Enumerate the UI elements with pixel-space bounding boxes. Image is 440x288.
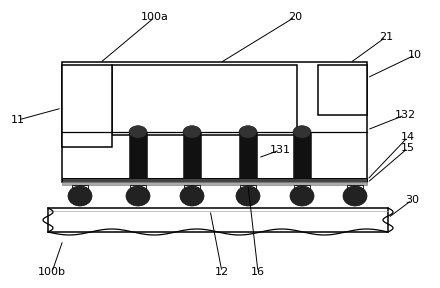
Ellipse shape <box>183 126 201 138</box>
Bar <box>72 185 88 189</box>
Text: 11: 11 <box>11 115 25 125</box>
Text: 100b: 100b <box>38 267 66 277</box>
Bar <box>184 185 200 189</box>
Bar <box>318 65 367 115</box>
Bar <box>130 185 146 189</box>
Text: 30: 30 <box>405 195 419 205</box>
Text: 12: 12 <box>215 267 229 277</box>
Bar <box>48 208 388 232</box>
Text: 14: 14 <box>401 132 415 142</box>
Text: 20: 20 <box>288 12 302 22</box>
Ellipse shape <box>293 126 311 138</box>
Text: 131: 131 <box>269 145 290 155</box>
Bar <box>62 178 367 182</box>
Bar <box>62 65 112 147</box>
Ellipse shape <box>129 126 147 138</box>
Ellipse shape <box>126 186 150 206</box>
Ellipse shape <box>239 126 257 138</box>
Text: 16: 16 <box>251 267 265 277</box>
Text: 100a: 100a <box>141 12 169 22</box>
Bar <box>62 62 367 182</box>
Text: 15: 15 <box>401 143 415 153</box>
Text: 21: 21 <box>379 32 393 42</box>
Ellipse shape <box>236 186 260 206</box>
Text: 132: 132 <box>394 110 415 120</box>
Bar <box>183 132 201 178</box>
Text: 10: 10 <box>408 50 422 60</box>
Ellipse shape <box>180 186 204 206</box>
Bar <box>129 132 147 178</box>
Bar <box>112 65 297 135</box>
Bar <box>293 132 311 178</box>
Bar <box>62 182 367 185</box>
Bar <box>240 185 256 189</box>
Bar <box>239 132 257 178</box>
Ellipse shape <box>343 186 367 206</box>
Bar <box>294 185 310 189</box>
Ellipse shape <box>290 186 314 206</box>
Bar <box>347 185 363 189</box>
Ellipse shape <box>68 186 92 206</box>
